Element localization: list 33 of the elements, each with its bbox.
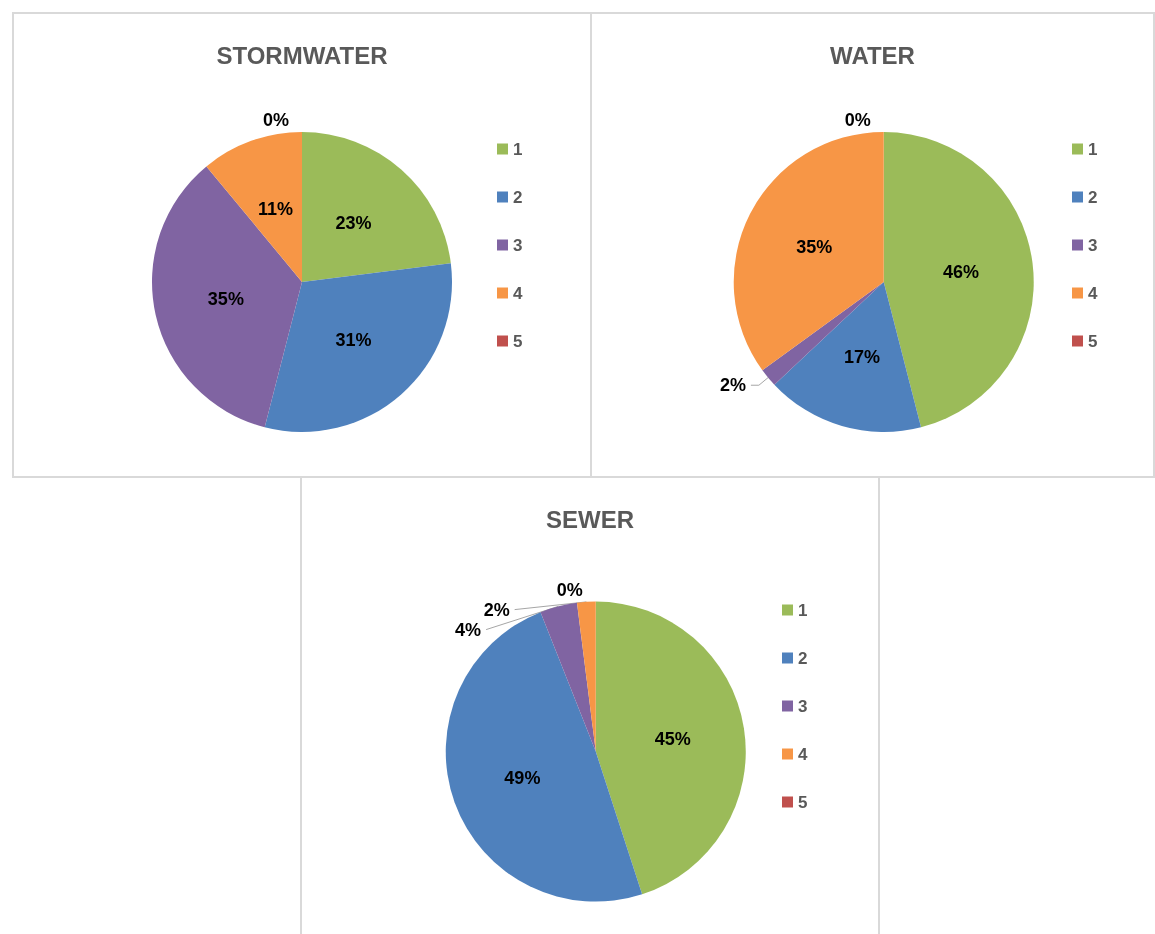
legend-label: 3 xyxy=(798,696,808,716)
data-label: 2% xyxy=(719,375,746,396)
data-label: 46% xyxy=(943,262,980,283)
legend-label: 2 xyxy=(1088,187,1098,207)
chart-title: SEWER xyxy=(545,505,635,533)
data-label: 35% xyxy=(796,236,833,257)
legend-label: 1 xyxy=(798,600,808,620)
text: 0% xyxy=(556,579,583,600)
legend-label: 4 xyxy=(1088,283,1098,303)
legend-label: 3 xyxy=(513,235,523,255)
legend-label: 2 xyxy=(513,187,523,207)
data-label: 31% xyxy=(335,330,372,351)
data-label: 35% xyxy=(207,288,244,309)
data-label: 49% xyxy=(504,768,541,789)
legend-label: 5 xyxy=(1088,331,1098,351)
text: 0% xyxy=(262,109,289,130)
data-label: 4% xyxy=(455,619,482,640)
legend-label: 4 xyxy=(798,744,808,764)
legend-label: 4 xyxy=(513,283,523,303)
legend-label: 1 xyxy=(513,139,523,159)
chart-title: STORMWATER xyxy=(216,41,388,69)
data-label: 17% xyxy=(843,346,880,367)
legend-label: 5 xyxy=(798,792,808,812)
legend-label: 1 xyxy=(1088,139,1098,159)
chart-title: WATER xyxy=(830,41,915,69)
data-label: 11% xyxy=(258,198,294,219)
legend-label: 2 xyxy=(798,648,808,668)
legend-label: 3 xyxy=(1088,235,1098,255)
text: 0% xyxy=(844,109,871,130)
data-label: 23% xyxy=(335,213,372,234)
data-label: 45% xyxy=(654,729,691,750)
legend-label: 5 xyxy=(513,331,523,351)
data-label: 2% xyxy=(483,599,510,620)
